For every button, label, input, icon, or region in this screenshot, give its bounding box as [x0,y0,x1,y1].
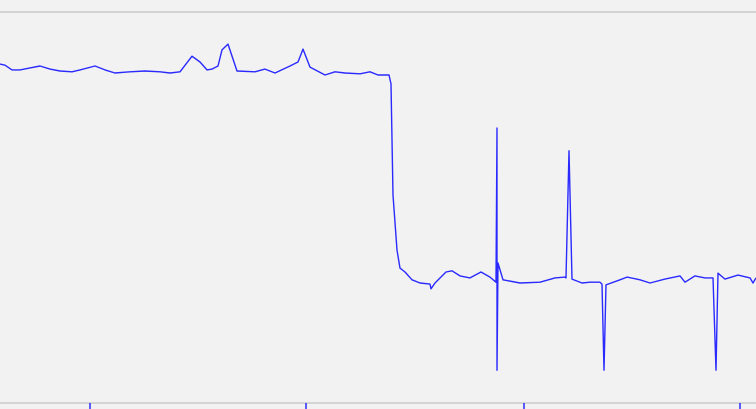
series-line [0,43,756,371]
x-axis-ticks [89,403,741,409]
